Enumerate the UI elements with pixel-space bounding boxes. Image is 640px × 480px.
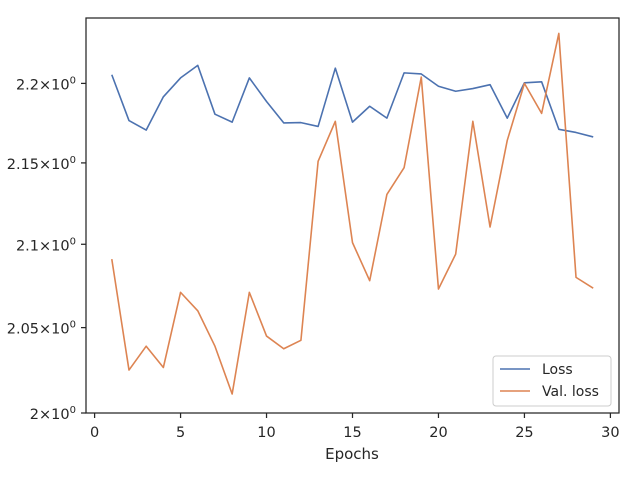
x-tick-label: 10 [257,425,275,441]
y-tick-label: 2.15×100 [7,155,76,173]
x-tick-label: 5 [176,425,185,441]
legend-label-loss: Loss [542,362,573,378]
x-tick-label: 15 [343,425,361,441]
y-tick-label: 2.1×100 [16,236,76,254]
legend: Loss Val. loss [492,355,612,407]
y-axis-ticks: 2×100 2.05×100 2.1×100 2.15×100 2.2×100 [7,75,86,423]
y-tick-label: 2.2×100 [16,75,76,93]
y-tick-label: 2.05×100 [7,320,76,338]
series-layer [110,32,594,395]
x-axis-label: Epochs [325,445,379,463]
y-tick-label: 2×100 [30,405,76,423]
x-tick-label: 20 [429,425,447,441]
x-tick-label: 0 [90,425,99,441]
series-line-loss [111,64,594,138]
series-line-val-loss [110,32,594,395]
x-tick-label: 30 [601,425,619,441]
x-tick-label: 25 [515,425,533,441]
x-axis-ticks: 0 5 10 15 20 25 30 [90,413,620,441]
legend-label-val-loss: Val. loss [542,384,599,400]
